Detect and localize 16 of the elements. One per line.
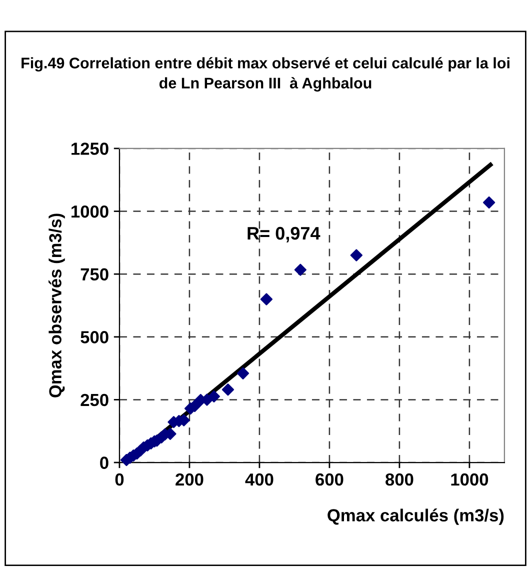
x-axis-title: Qmax calculés (m3/s) xyxy=(328,508,504,525)
y-tick-label: 1000 xyxy=(72,205,108,218)
x-tick-label: 0 xyxy=(115,473,124,486)
y-tick-label: 1250 xyxy=(72,142,108,155)
annotation: R= 0,974 xyxy=(248,226,320,242)
y-axis-title: Qmax observés (m3/s) xyxy=(48,214,65,398)
y-tick-label: 750 xyxy=(80,268,108,281)
x-tick-label: 1000 xyxy=(451,473,488,486)
x-tick-label: 400 xyxy=(245,473,274,486)
y-tick-label: 250 xyxy=(80,394,108,406)
y-tick-label: 0 xyxy=(100,456,108,469)
x-tick-label: 200 xyxy=(176,473,204,486)
x-tick-label: 800 xyxy=(386,473,414,486)
x-tick-label: 600 xyxy=(316,473,344,486)
chart-title: Fig.49 Correlation entre débit max observé et celui calculé par la loi de Ln Pearson III à Aghbalou xyxy=(22,57,510,92)
y-tick-label: 500 xyxy=(80,331,108,344)
